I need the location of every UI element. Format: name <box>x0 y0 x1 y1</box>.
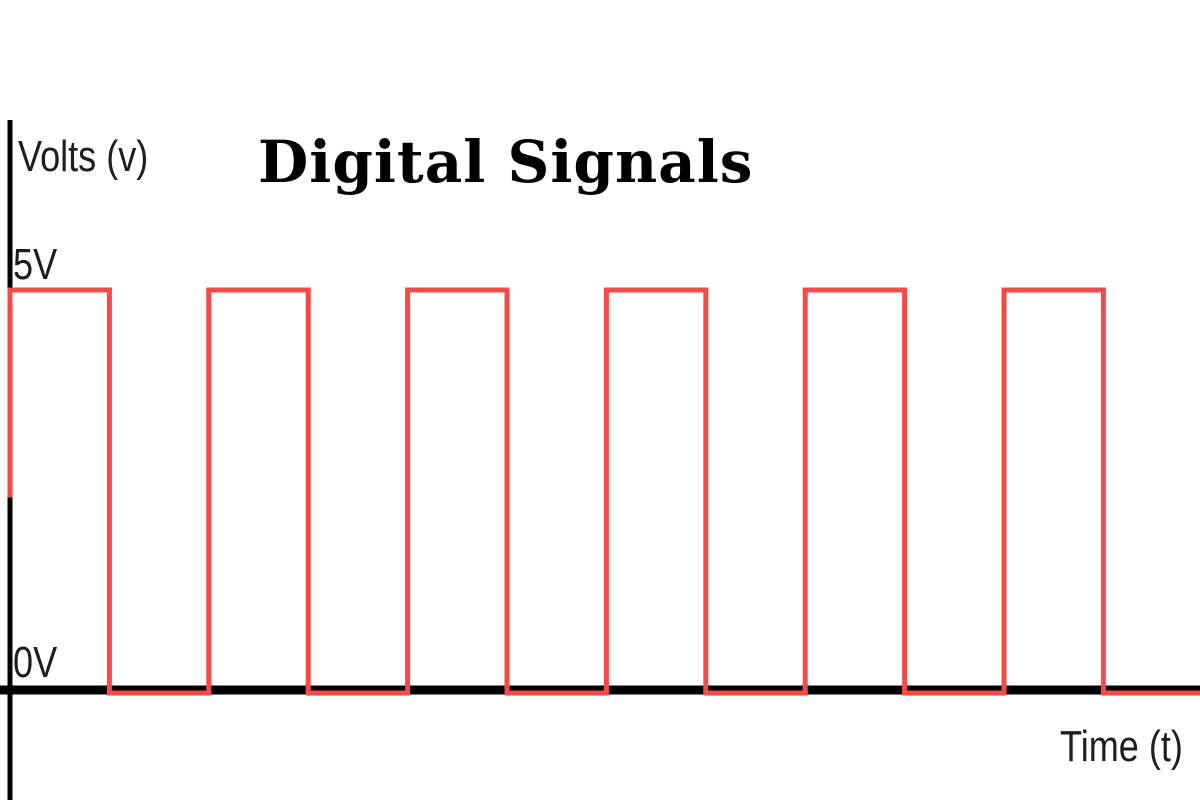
x-axis-label: Time (t) <box>1060 722 1183 771</box>
y-axis-label: Volts (v) <box>18 132 149 181</box>
chart-title: Digital Signals <box>258 128 754 196</box>
y-tick-label-5v: 5V <box>13 240 58 289</box>
y-tick-label-0v: 0V <box>13 638 58 687</box>
